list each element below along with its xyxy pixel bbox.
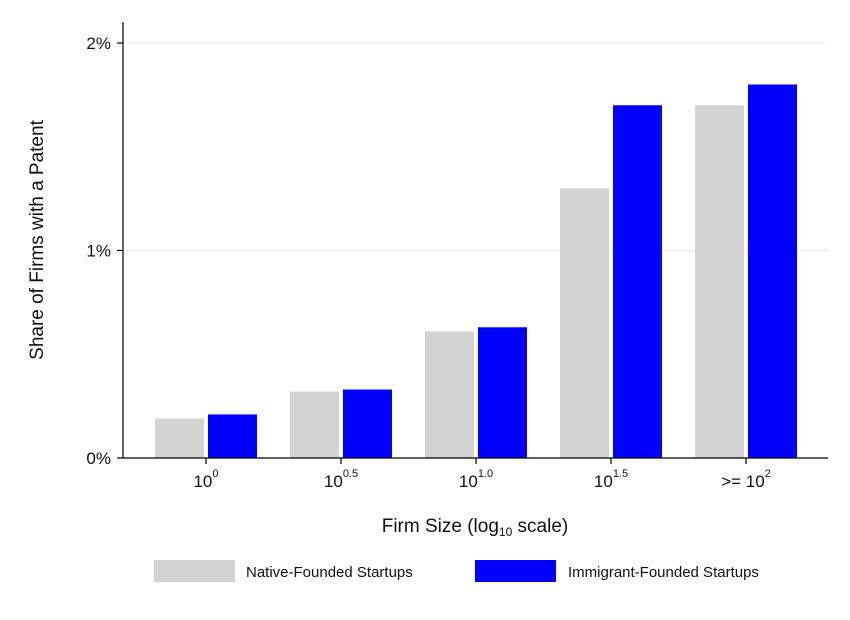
x-axis-title: Firm Size (log10 scale) — [382, 516, 569, 539]
y-tick-label: 0% — [86, 449, 111, 468]
x-axis-title-main: Firm Size (log — [382, 516, 499, 537]
legend-swatch-immigrant — [475, 560, 556, 582]
bar-immigrant-1 — [343, 389, 392, 458]
bar-native-1 — [290, 391, 339, 458]
x-tick-exponent: 0.5 — [343, 468, 358, 480]
bar-native-2 — [425, 331, 474, 458]
x-ticks: 100 100.5 101.0 101.5 >= 102 — [193, 458, 771, 491]
bar-native-0 — [155, 418, 204, 458]
x-tick-exponent: 1.5 — [613, 468, 628, 480]
x-tick-label: 101.0 — [459, 468, 493, 491]
legend-swatch-native — [154, 560, 235, 582]
x-tick-exponent: 2 — [765, 468, 771, 480]
y-tick-label: 1% — [86, 242, 111, 261]
y-tick-label: 2% — [86, 34, 111, 53]
x-tick-exponent: 0 — [212, 468, 218, 480]
x-tick-exponent: 1.0 — [478, 468, 493, 480]
bars — [155, 84, 797, 458]
bar-immigrant-0 — [208, 414, 257, 458]
x-tick-base: 10 — [324, 472, 343, 491]
legend-label-immigrant: Immigrant-Founded Startups — [568, 564, 759, 581]
x-tick-label: 100 — [193, 468, 218, 491]
x-tick-label: 100.5 — [324, 468, 358, 491]
x-tick-label: 101.5 — [594, 468, 628, 491]
x-tick-base: 10 — [193, 472, 212, 491]
x-tick-label: >= 102 — [721, 468, 771, 491]
x-tick-base: 10 — [594, 472, 613, 491]
bar-native-4 — [695, 105, 744, 458]
bar-native-3 — [560, 188, 609, 458]
legend-label-native: Native-Founded Startups — [246, 564, 413, 581]
y-axis-title: Share of Firms with a Patent — [27, 119, 48, 359]
x-tick-base: 10 — [459, 472, 478, 491]
bar-immigrant-2 — [478, 327, 527, 458]
bar-immigrant-3 — [613, 105, 662, 458]
legend: Native-Founded Startups Immigrant-Founde… — [154, 560, 759, 582]
bar-immigrant-4 — [748, 84, 797, 458]
x-tick-base: >= 10 — [721, 472, 765, 491]
x-axis-title-end: scale) — [512, 516, 568, 537]
x-axis-title-subscript: 10 — [499, 525, 513, 539]
y-ticks: 0% 1% 2% — [86, 34, 123, 468]
